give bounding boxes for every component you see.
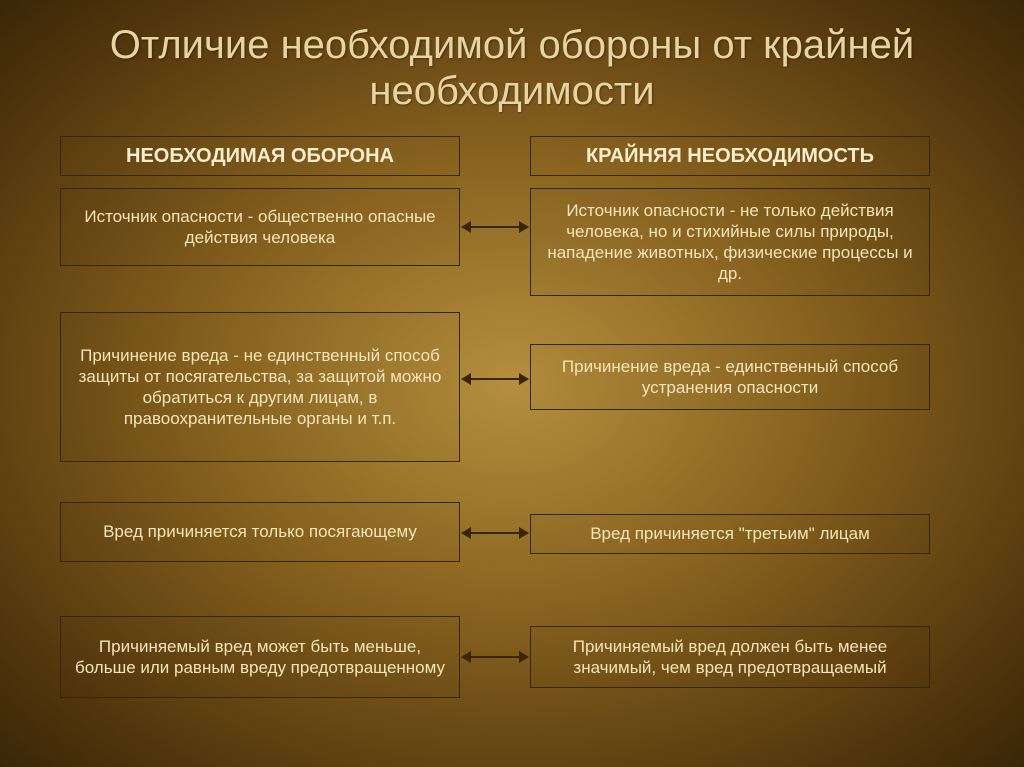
column-header-right: КРАЙНЯЯ НЕОБХОДИМОСТЬ (530, 136, 930, 176)
cell-left-3: Вред причиняется только посягающему (60, 502, 460, 562)
comparison-diagram: НЕОБХОДИМАЯ ОБОРОНА КРАЙНЯЯ НЕОБХОДИМОСТ… (0, 126, 1024, 756)
column-header-left: НЕОБХОДИМАЯ ОБОРОНА (60, 136, 460, 176)
cell-right-3: Вред причиняется "третьим" лицам (530, 514, 930, 554)
arrow-4 (462, 656, 528, 658)
arrow-1 (462, 226, 528, 228)
arrow-2 (462, 378, 528, 380)
cell-left-2: Причинение вреда - не единственный спосо… (60, 312, 460, 462)
cell-right-1: Источник опасности - не только действия … (530, 188, 930, 296)
arrow-3 (462, 532, 528, 534)
cell-left-1: Источник опасности - общественно опасные… (60, 188, 460, 266)
cell-right-4: Причиняемый вред должен быть менее значи… (530, 626, 930, 688)
cell-left-4: Причиняемый вред может быть меньше, боль… (60, 616, 460, 698)
cell-right-2: Причинение вреда - единственный способ у… (530, 344, 930, 410)
slide-title: Отличие необходимой обороны от крайней н… (0, 0, 1024, 126)
